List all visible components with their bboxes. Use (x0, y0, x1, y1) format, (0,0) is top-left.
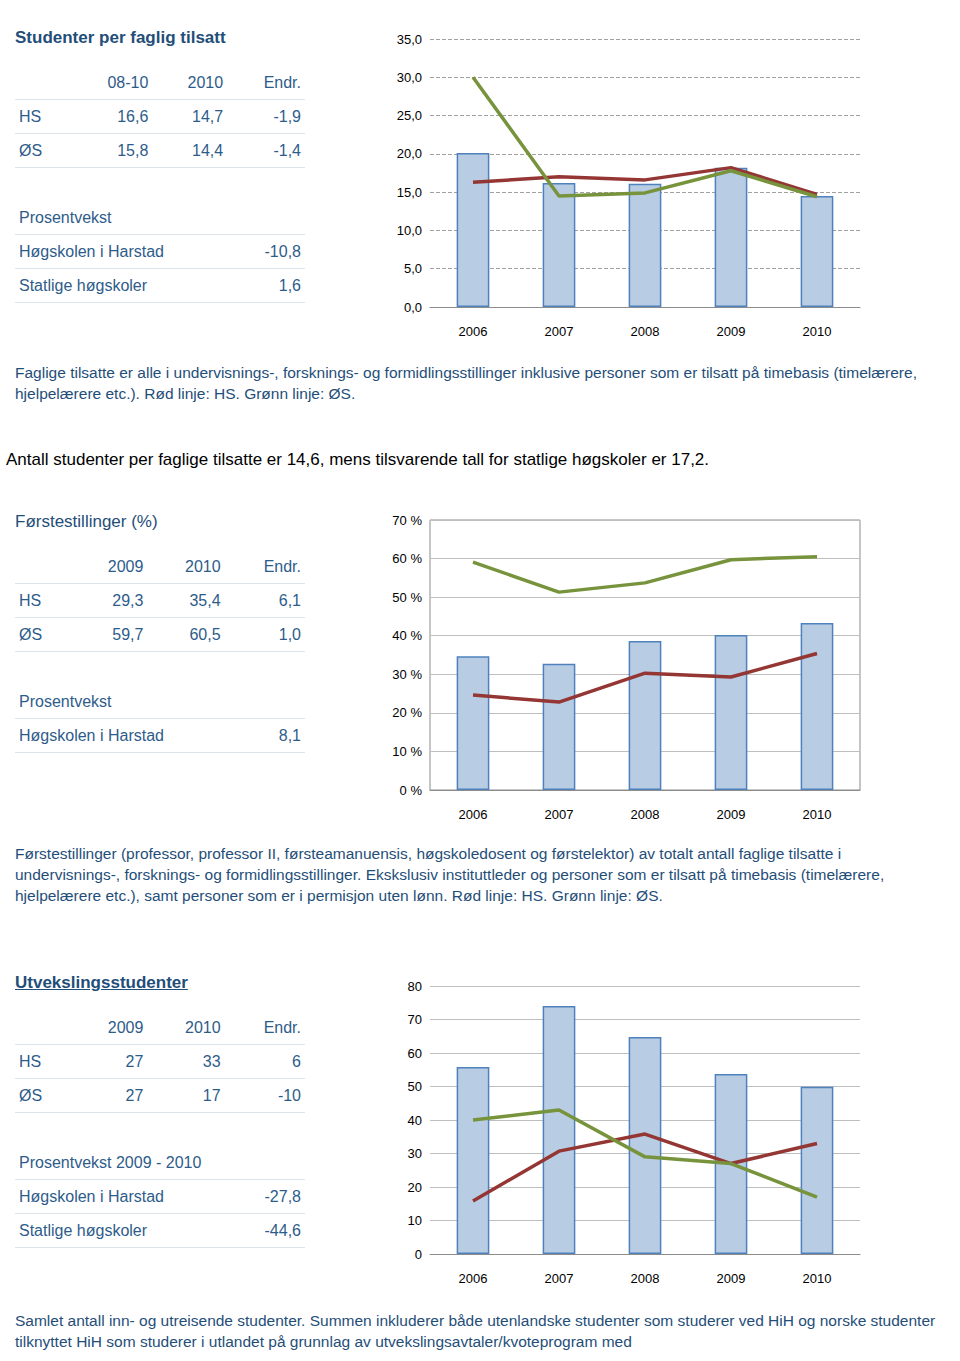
html-text:Endr.: Endr. (263, 1018, 301, 1036)
svg-text:60: 60 (408, 1046, 422, 1061)
html-text:29,3: 29,3 (112, 591, 144, 609)
svg-text:2009: 2009 (717, 324, 746, 339)
html-text:14,7: 14,7 (192, 107, 224, 125)
html-text:ØS: ØS (19, 1086, 43, 1104)
html-text:27: 27 (125, 1052, 144, 1070)
html-text:1,6: 1,6 (278, 276, 301, 294)
svg-text:2006: 2006 (459, 324, 488, 339)
svg-text:50: 50 (408, 1079, 422, 1094)
html-text:-10: -10 (277, 1086, 301, 1104)
html-text:Prosentvekst 2009 - 2010: Prosentvekst 2009 - 2010 (19, 1153, 202, 1171)
html-text:Prosentvekst: Prosentvekst (19, 692, 112, 710)
svg-text:2007: 2007 (545, 1271, 574, 1286)
html-text:6,1: 6,1 (278, 591, 301, 609)
svg-text:5,0: 5,0 (404, 261, 422, 276)
html-text:2010: 2010 (185, 1018, 221, 1036)
svg-text:60 %: 60 % (392, 551, 422, 566)
html-text:08-10: 08-10 (107, 73, 149, 91)
svg-text:25,0: 25,0 (397, 108, 422, 123)
svg-text:80: 80 (408, 979, 422, 994)
svg-text:2008: 2008 (631, 807, 660, 822)
svg-text:30: 30 (408, 1146, 422, 1161)
html-text:Utvekslingsstudenter: Utvekslingsstudenter (15, 973, 188, 992)
svg-text:10: 10 (408, 1213, 422, 1228)
svg-text:40 %: 40 % (392, 628, 422, 643)
svg-text:70: 70 (408, 1012, 422, 1027)
svg-text:10 %: 10 % (392, 744, 422, 759)
html-text:-1,4: -1,4 (273, 141, 301, 159)
html-text:Antall studenter per faglige t: Antall studenter per faglige tilsatte er… (6, 450, 709, 469)
svg-text:10,0: 10,0 (397, 223, 422, 238)
html-text:Høgskolen i Harstad: Høgskolen i Harstad (19, 242, 164, 260)
svg-text:30 %: 30 % (392, 667, 422, 682)
svg-text:70 %: 70 % (392, 513, 422, 528)
html-text:Høgskolen i Harstad: Høgskolen i Harstad (19, 726, 164, 744)
html-text:27: 27 (125, 1086, 144, 1104)
svg-text:2009: 2009 (717, 1271, 746, 1286)
html-text:Endr.: Endr. (263, 73, 301, 91)
html-text:35,4: 35,4 (189, 591, 221, 609)
svg-text:30,0: 30,0 (397, 70, 422, 85)
html-text:16,6: 16,6 (117, 107, 149, 125)
html-text:8,1: 8,1 (278, 726, 301, 744)
html-text:ØS: ØS (19, 625, 43, 643)
html-text:Studenter per faglig tilsatt: Studenter per faglig tilsatt (15, 28, 226, 47)
html-text:ØS: ØS (19, 141, 43, 159)
html-text:60,5: 60,5 (189, 625, 221, 643)
html-text:Statlige høgskoler: Statlige høgskoler (19, 276, 148, 294)
svg-text:2008: 2008 (631, 1271, 660, 1286)
svg-text:40: 40 (408, 1113, 422, 1128)
html-text:Høgskolen i Harstad: Høgskolen i Harstad (19, 1187, 164, 1205)
svg-text:20 %: 20 % (392, 705, 422, 720)
html-text:2009: 2009 (107, 557, 144, 575)
html-text:Endr.: Endr. (263, 557, 301, 575)
svg-text:15,0: 15,0 (397, 185, 422, 200)
svg-text:50 %: 50 % (392, 590, 422, 605)
html-text:HS: HS (19, 107, 42, 125)
html-text:33: 33 (202, 1052, 221, 1070)
html-text:2010: 2010 (187, 73, 224, 91)
svg-text:2006: 2006 (459, 1271, 488, 1286)
html-text:-1,9: -1,9 (273, 107, 301, 125)
svg-text:2007: 2007 (545, 324, 574, 339)
html-text:2009: 2009 (107, 1018, 144, 1036)
html-text:HS: HS (19, 1052, 42, 1070)
html-text:-44,6: -44,6 (264, 1221, 301, 1239)
svg-text:2007: 2007 (545, 807, 574, 822)
html-text:Faglige tilsatte er alle i und: Faglige tilsatte er alle i undervisnings… (15, 364, 917, 402)
html-text:1,0: 1,0 (278, 625, 301, 643)
html-text:59,7: 59,7 (112, 625, 144, 643)
html-text:-27,8: -27,8 (264, 1187, 301, 1205)
html-text:15,8: 15,8 (117, 141, 149, 159)
html-text:-10,8: -10,8 (264, 242, 301, 260)
svg-text:2008: 2008 (631, 324, 660, 339)
svg-text:2010: 2010 (803, 1271, 832, 1286)
svg-text:2010: 2010 (803, 324, 832, 339)
html-text:Førstestillinger (%): Førstestillinger (%) (15, 512, 158, 531)
svg-text:0,0: 0,0 (404, 300, 422, 315)
html-text:Statlige høgskoler: Statlige høgskoler (19, 1221, 148, 1239)
svg-text:35,0: 35,0 (397, 32, 422, 47)
html-text:Samlet antall inn- og utreisen: Samlet antall inn- og utreisende student… (15, 1312, 936, 1350)
svg-text:20,0: 20,0 (397, 146, 422, 161)
html-text:6: 6 (292, 1052, 301, 1070)
html-text:2010: 2010 (185, 557, 221, 575)
svg-text:0 %: 0 % (400, 783, 423, 798)
html-text:HS: HS (19, 591, 42, 609)
html-text:Prosentvekst: Prosentvekst (19, 208, 112, 226)
html-text:Førstestillinger (professor, p: Førstestillinger (professor, professor I… (15, 845, 885, 904)
svg-text:20: 20 (408, 1180, 422, 1195)
html-text:17: 17 (202, 1086, 221, 1104)
svg-text:2006: 2006 (459, 807, 488, 822)
svg-text:2009: 2009 (717, 807, 746, 822)
svg-text:2010: 2010 (803, 807, 832, 822)
html-text:14,4: 14,4 (192, 141, 224, 159)
svg-text:0: 0 (415, 1247, 422, 1262)
